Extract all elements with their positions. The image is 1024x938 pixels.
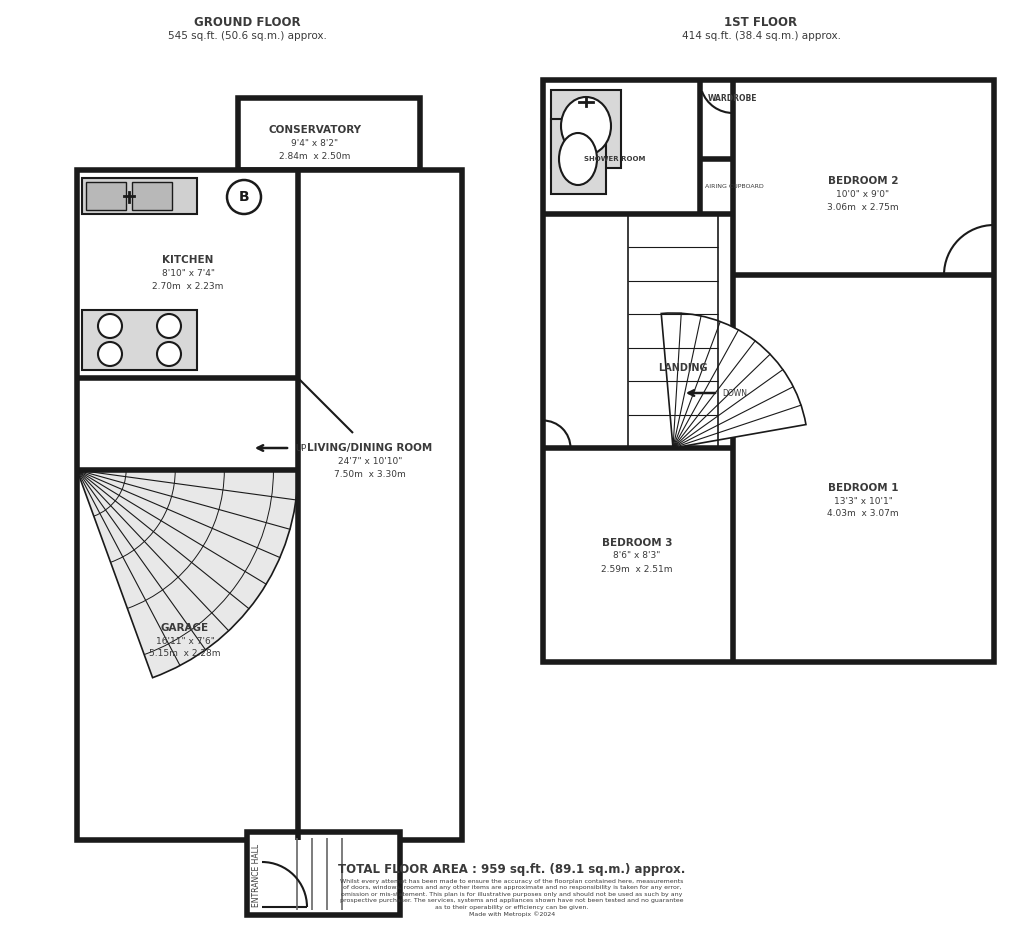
Circle shape xyxy=(98,342,122,366)
Text: 3.06m  x 2.75m: 3.06m x 2.75m xyxy=(827,203,899,211)
Bar xyxy=(247,832,400,915)
Text: 414 sq.ft. (38.4 sq.m.) approx.: 414 sq.ft. (38.4 sq.m.) approx. xyxy=(682,31,841,41)
Wedge shape xyxy=(662,313,806,448)
Bar xyxy=(132,182,172,210)
Circle shape xyxy=(157,342,181,366)
Wedge shape xyxy=(77,470,298,677)
Bar xyxy=(543,80,994,662)
Text: BEDROOM 3: BEDROOM 3 xyxy=(602,538,672,548)
Text: LANDING: LANDING xyxy=(658,363,708,373)
Bar xyxy=(551,119,606,194)
Circle shape xyxy=(157,314,181,338)
Text: 9'4" x 8'2": 9'4" x 8'2" xyxy=(292,139,339,147)
Text: Whilst every attempt has been made to ensure the accuracy of the floorplan conta: Whilst every attempt has been made to en… xyxy=(340,879,684,917)
Text: KITCHEN: KITCHEN xyxy=(163,255,214,265)
Text: 4.03m  x 3.07m: 4.03m x 3.07m xyxy=(827,509,899,519)
Text: GROUND FLOOR: GROUND FLOOR xyxy=(194,16,300,28)
Bar xyxy=(628,214,718,448)
Text: 1ST FLOOR: 1ST FLOOR xyxy=(724,16,798,28)
Bar xyxy=(551,90,621,168)
Bar xyxy=(79,172,296,376)
Text: 545 sq.ft. (50.6 sq.m.) approx.: 545 sq.ft. (50.6 sq.m.) approx. xyxy=(168,31,327,41)
Text: DOWN: DOWN xyxy=(722,388,746,398)
Ellipse shape xyxy=(561,97,611,155)
Text: LIVING/DINING ROOM: LIVING/DINING ROOM xyxy=(307,443,432,453)
Text: TOTAL FLOOR AREA : 959 sq.ft. (89.1 sq.m.) approx.: TOTAL FLOOR AREA : 959 sq.ft. (89.1 sq.m… xyxy=(338,864,686,876)
Text: UP: UP xyxy=(295,444,306,452)
Bar xyxy=(82,178,197,214)
Bar xyxy=(238,98,420,170)
Text: GARAGE: GARAGE xyxy=(161,623,209,633)
Circle shape xyxy=(227,180,261,214)
Text: 2.84m  x 2.50m: 2.84m x 2.50m xyxy=(280,152,350,160)
Text: 13'3" x 10'1": 13'3" x 10'1" xyxy=(834,496,893,506)
Bar xyxy=(82,310,197,370)
Text: 5.15m  x 2.28m: 5.15m x 2.28m xyxy=(150,649,221,658)
Text: B: B xyxy=(239,190,249,204)
Text: 8'10" x 7'4": 8'10" x 7'4" xyxy=(162,268,214,278)
Text: 7.50m  x 3.30m: 7.50m x 3.30m xyxy=(334,470,406,478)
Text: ENTRANCE HALL: ENTRANCE HALL xyxy=(252,843,261,906)
Text: 8'6" x 8'3": 8'6" x 8'3" xyxy=(613,552,660,561)
Text: BEDROOM 2: BEDROOM 2 xyxy=(827,176,898,186)
Text: BEDROOM 1: BEDROOM 1 xyxy=(827,483,898,493)
Text: CONSERVATORY: CONSERVATORY xyxy=(268,125,361,135)
Circle shape xyxy=(98,314,122,338)
Ellipse shape xyxy=(559,133,597,185)
Text: 24'7" x 10'10": 24'7" x 10'10" xyxy=(338,457,402,465)
Text: 2.70m  x 2.23m: 2.70m x 2.23m xyxy=(153,281,223,291)
Text: 2.59m  x 2.51m: 2.59m x 2.51m xyxy=(601,565,673,573)
Text: 10'0" x 9'0": 10'0" x 9'0" xyxy=(837,189,890,199)
Text: SHOWER ROOM: SHOWER ROOM xyxy=(585,156,646,162)
Text: WARDROBE: WARDROBE xyxy=(708,94,758,102)
Text: 16'11" x 7'6": 16'11" x 7'6" xyxy=(156,637,214,645)
Bar xyxy=(86,182,126,210)
Bar xyxy=(77,170,462,840)
Text: AIRING CUPBOARD: AIRING CUPBOARD xyxy=(705,184,764,189)
